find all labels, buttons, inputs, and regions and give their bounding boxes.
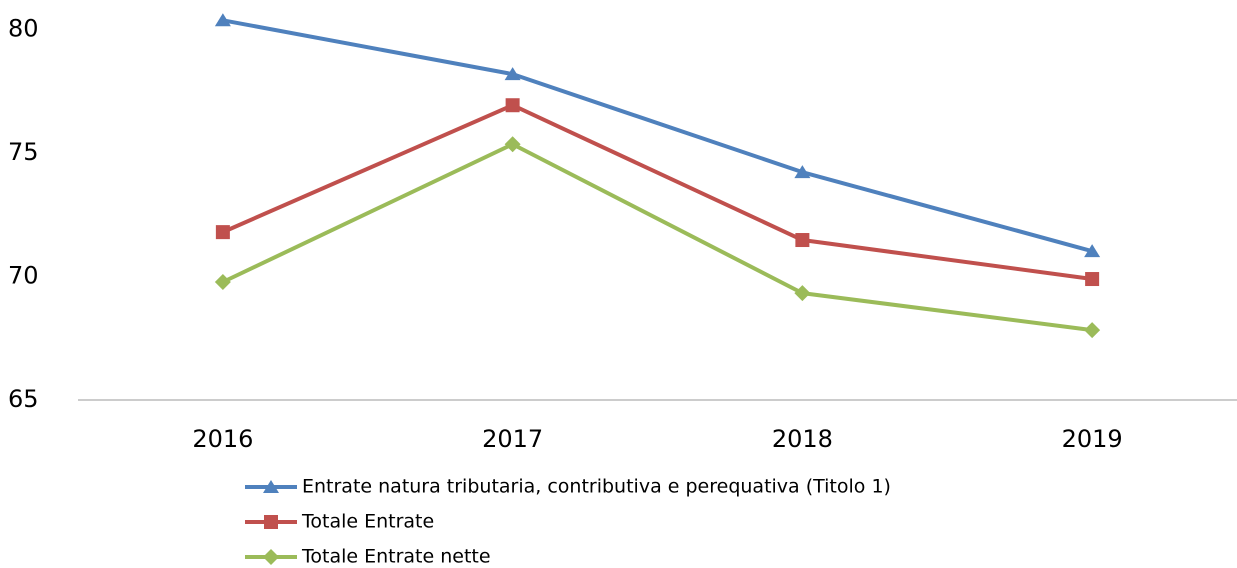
- legend-label: Entrate natura tributaria, contributiva …: [302, 476, 891, 498]
- marker: [264, 515, 278, 529]
- marker: [505, 98, 520, 113]
- marker: [794, 285, 811, 302]
- series-line: [222, 103, 1093, 282]
- marker: [215, 225, 230, 240]
- marker: [504, 67, 521, 81]
- marker: [263, 480, 279, 493]
- y-tick-label: 75: [8, 138, 39, 166]
- marker: [214, 13, 231, 27]
- y-tick-label: 70: [8, 262, 39, 290]
- series-line: [222, 142, 1093, 333]
- y-tick-label: 80: [8, 15, 39, 43]
- x-tick-label: 2019: [1062, 425, 1123, 453]
- series-line: [222, 18, 1093, 254]
- x-tick-label: 2017: [482, 425, 543, 453]
- marker: [794, 165, 811, 179]
- marker: [1085, 272, 1100, 287]
- x-tick-label: 2016: [192, 425, 253, 453]
- x-tick-label: 2018: [772, 425, 833, 453]
- marker: [795, 233, 810, 248]
- marker: [1084, 244, 1101, 258]
- y-tick-label: 65: [8, 385, 39, 413]
- legend-label: Totale Entrate nette: [301, 546, 491, 568]
- legend-label: Totale Entrate: [301, 511, 434, 533]
- marker: [214, 273, 231, 290]
- marker: [504, 136, 521, 153]
- marker: [1084, 322, 1101, 339]
- marker: [263, 549, 279, 565]
